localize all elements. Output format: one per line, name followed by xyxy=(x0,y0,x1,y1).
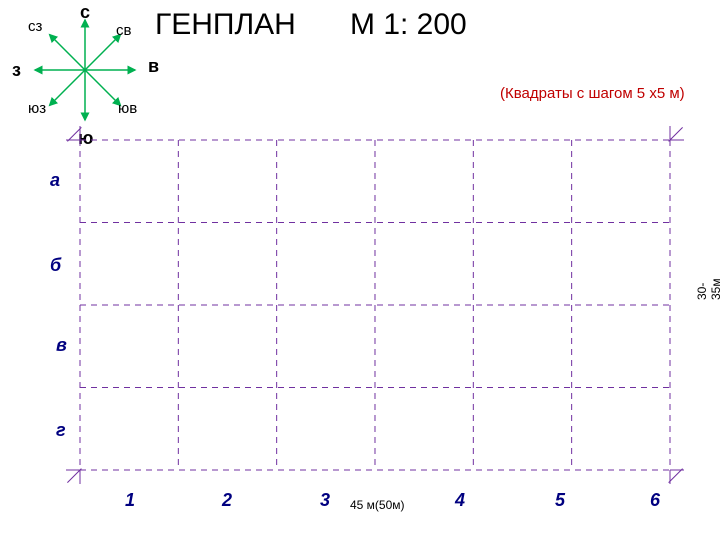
scale-label: М 1: 200 xyxy=(350,8,467,42)
grid-col-label: 5 xyxy=(555,490,565,511)
grid-row-label: г xyxy=(56,420,66,441)
grid-col-label: 6 xyxy=(650,490,660,511)
grid-row-label: в xyxy=(56,335,67,356)
compass-dir-label: з xyxy=(12,60,21,81)
compass-dir-label: в xyxy=(148,56,159,77)
grid-note: (Квадраты с шагом 5 х5 м) xyxy=(500,85,685,102)
compass-dir-label: сз xyxy=(28,18,42,35)
compass-dir-label: св xyxy=(116,22,131,39)
horiz-dimension: 45 м(50м) xyxy=(350,498,405,512)
grid-row-label: а xyxy=(50,170,60,191)
vert-dimension: 30-35м xyxy=(695,275,720,300)
compass-dir-label: с xyxy=(80,2,90,23)
grid-col-label: 1 xyxy=(125,490,135,511)
site-grid xyxy=(64,124,686,486)
grid-col-label: 2 xyxy=(222,490,232,511)
grid-row-label: б xyxy=(50,255,61,276)
compass-dir-label: юз xyxy=(28,100,46,117)
grid-col-label: 3 xyxy=(320,490,330,511)
grid-col-label: 4 xyxy=(455,490,465,511)
compass-dir-label: юв xyxy=(118,100,137,117)
